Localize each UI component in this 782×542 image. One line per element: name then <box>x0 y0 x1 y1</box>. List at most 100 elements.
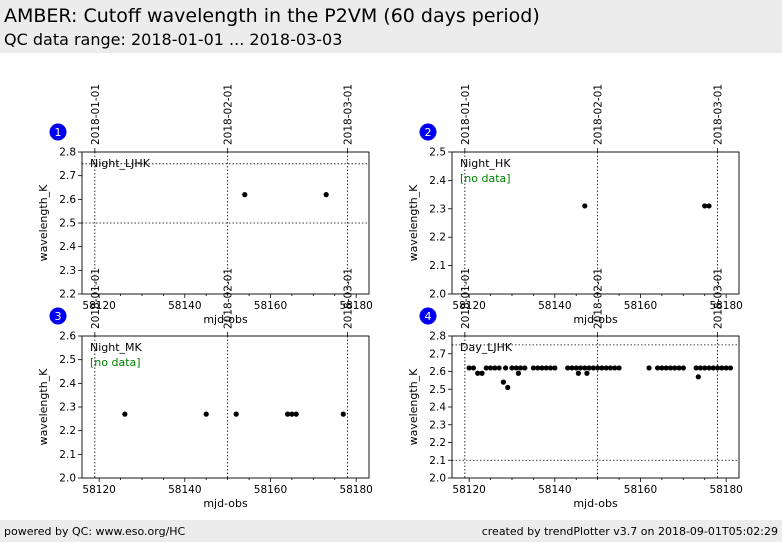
data-point <box>505 384 511 391</box>
data-point <box>577 365 584 371</box>
y-axis-label: wavelength_K <box>37 184 50 262</box>
panel-2: 2018-01-01 2018-02-01 2018-03-01 58120 58140… <box>407 84 743 326</box>
x-tick-label: 58160 <box>624 484 657 496</box>
data-point <box>530 365 536 371</box>
y-tick-label: 2.7 <box>59 170 76 182</box>
data-point <box>603 365 609 371</box>
date-tick-label: 2018-02-01 <box>223 84 235 145</box>
y-tick-label: 2.4 <box>429 175 446 187</box>
data-point <box>492 365 498 371</box>
series-label: Night_LJHK <box>90 157 151 170</box>
data-point <box>509 365 515 371</box>
no-data-note: [no data] <box>90 356 141 369</box>
data-point <box>487 365 494 371</box>
x-tick-label: 58140 <box>538 300 571 312</box>
panel-number-label: 4 <box>425 310 432 323</box>
panel-number-badge <box>49 123 67 141</box>
panel-number-label: 1 <box>55 126 62 139</box>
plot-frame <box>451 151 740 295</box>
data-point <box>515 370 521 376</box>
powered-by-text: powered by QC: www.eso.org/HC <box>4 525 186 538</box>
x-tick-label: 58180 <box>709 300 742 312</box>
date-tick-label: 2018-01-01 <box>90 268 102 329</box>
data-point <box>483 365 489 371</box>
y-tick-label: 2.1 <box>429 260 446 272</box>
x-axis-label: mjd-obs <box>573 497 618 510</box>
data-point <box>702 365 708 371</box>
data-point <box>122 411 128 417</box>
x-tick-label: 58160 <box>254 484 287 496</box>
data-point <box>233 411 239 417</box>
data-point <box>470 365 477 371</box>
data-point <box>599 365 605 371</box>
data-point <box>535 365 541 371</box>
y-tick-label: 2.5 <box>59 354 76 366</box>
x-tick-label: 58120 <box>452 300 485 312</box>
data-point <box>547 365 554 371</box>
y-tick-label: 2.5 <box>59 218 76 230</box>
data-point <box>340 411 346 417</box>
y-tick-label: 2.0 <box>59 473 76 485</box>
x-tick-label: 58140 <box>168 300 201 312</box>
data-point <box>293 411 299 417</box>
y-tick-label: 2.1 <box>59 449 76 461</box>
y-tick-label: 2.1 <box>429 455 446 467</box>
x-axis-label: mjd-obs <box>573 313 618 326</box>
data-point <box>710 365 716 371</box>
x-tick-label: 58120 <box>82 484 115 496</box>
panel-number-badge <box>419 123 437 141</box>
x-axis-label: mjd-obs <box>203 313 248 326</box>
y-tick-label: 2.3 <box>59 402 76 414</box>
panel-4: 2018-01-01 2018-02-01 2018-03-01 58120 58140… <box>407 268 743 510</box>
data-point <box>607 365 614 371</box>
y-tick-label: 2.3 <box>429 419 446 431</box>
data-point <box>667 365 674 371</box>
data-point <box>543 365 549 371</box>
data-point <box>502 365 509 371</box>
panel-3: 2018-01-01 2018-02-01 2018-03-01 58120 58140… <box>37 268 373 510</box>
series-label: Day_LJHK <box>460 341 513 354</box>
qc-date-range: QC data range: 2018-01-01 ... 2018-03-03 <box>4 30 343 49</box>
date-tick-label: 2018-03-01 <box>343 268 355 329</box>
date-tick-label: 2018-03-01 <box>713 268 725 329</box>
data-point <box>646 365 652 371</box>
x-tick-label: 58140 <box>168 484 201 496</box>
data-point <box>719 365 725 371</box>
data-point <box>655 365 661 371</box>
data-point <box>584 370 590 376</box>
y-tick-label: 2.6 <box>429 366 446 378</box>
data-point <box>663 365 669 371</box>
y-tick-label: 2.0 <box>429 289 446 301</box>
report-title: AMBER: Cutoff wavelength in the P2VM (60… <box>4 5 540 27</box>
plot-frame <box>451 335 740 479</box>
y-tick-label: 2.8 <box>429 331 446 343</box>
y-tick-label: 2.2 <box>59 425 76 437</box>
data-point <box>575 370 581 376</box>
panel-1: 2018-01-01 2018-02-01 2018-03-01 58120 58140… <box>37 84 373 326</box>
data-point <box>203 411 209 417</box>
data-point <box>695 374 701 380</box>
date-tick-label: 2018-01-01 <box>460 84 472 145</box>
y-tick-label: 2.8 <box>59 147 76 159</box>
series-label: Night_MK <box>90 341 143 354</box>
data-point <box>659 365 665 371</box>
y-tick-label: 2.0 <box>429 473 446 485</box>
panel-number-badge <box>419 307 437 325</box>
x-tick-label: 58160 <box>624 300 657 312</box>
data-point <box>569 365 575 371</box>
data-point <box>522 365 528 371</box>
y-tick-label: 2.4 <box>429 402 446 414</box>
date-tick-label: 2018-01-01 <box>460 268 472 329</box>
y-tick-label: 2.2 <box>429 437 446 449</box>
data-point <box>676 365 682 371</box>
date-tick-label: 2018-02-01 <box>593 268 605 329</box>
y-tick-label: 2.6 <box>59 194 76 206</box>
data-point <box>697 365 704 371</box>
report-footer: powered by QC: www.eso.org/HC created by… <box>0 520 782 542</box>
series-label: Night_HK <box>460 157 511 170</box>
y-tick-label: 2.3 <box>429 203 446 215</box>
data-point <box>693 365 699 371</box>
y-tick-label: 2.7 <box>429 348 446 360</box>
x-tick-label: 58120 <box>82 300 115 312</box>
